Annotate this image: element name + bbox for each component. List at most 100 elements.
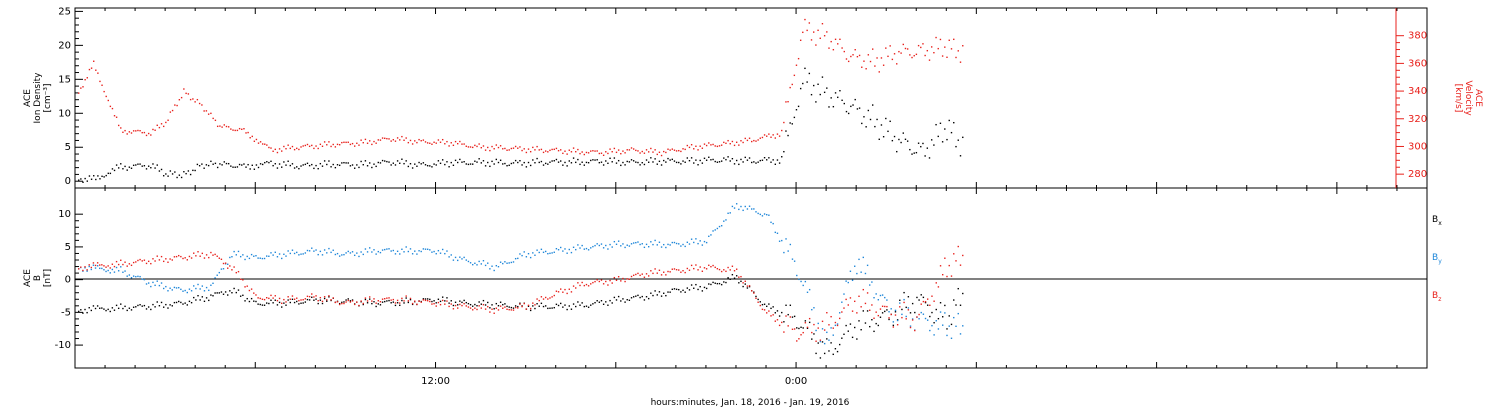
data-point — [572, 246, 575, 249]
data-point — [349, 143, 352, 146]
data-point — [162, 125, 165, 128]
data-point — [418, 250, 420, 252]
data-point — [851, 310, 854, 312]
data-point — [962, 292, 964, 295]
data-point — [472, 146, 474, 149]
data-point — [798, 278, 800, 281]
data-point — [725, 219, 727, 221]
data-point — [579, 304, 581, 306]
data-point — [701, 290, 704, 292]
data-point — [785, 238, 787, 240]
data-point — [512, 307, 515, 309]
data-point — [341, 302, 343, 305]
data-point — [937, 328, 940, 330]
data-point — [245, 166, 247, 168]
data-point — [362, 253, 364, 256]
data-point — [154, 167, 156, 169]
data-point — [695, 159, 697, 161]
data-point — [793, 260, 796, 262]
data-point — [243, 128, 245, 130]
data-point — [298, 148, 300, 151]
data-point — [214, 162, 217, 165]
data-point — [665, 161, 667, 163]
data-point — [632, 160, 635, 162]
data-point — [347, 250, 349, 253]
data-point — [484, 308, 487, 310]
legend-by-main: B — [1432, 253, 1438, 263]
data-point — [583, 164, 586, 166]
data-point — [411, 253, 414, 255]
data-point — [263, 304, 266, 306]
data-point — [143, 165, 146, 167]
data-point — [405, 295, 407, 297]
data-point — [832, 327, 834, 329]
data-point — [99, 178, 101, 180]
data-point — [508, 149, 510, 151]
data-point — [678, 288, 680, 291]
data-point — [444, 252, 446, 255]
data-point — [903, 301, 905, 304]
data-point — [512, 309, 515, 311]
data-point — [847, 304, 849, 306]
data-point — [862, 256, 864, 259]
data-point — [708, 264, 710, 267]
data-point — [858, 258, 860, 261]
data-point — [647, 275, 650, 277]
data-point — [345, 141, 347, 144]
data-point — [135, 130, 137, 132]
data-point — [772, 222, 774, 225]
data-point — [180, 288, 182, 291]
data-point — [566, 165, 568, 167]
data-point — [381, 159, 384, 162]
data-point — [476, 161, 478, 163]
data-point — [665, 246, 667, 249]
data-point — [214, 292, 216, 294]
data-point — [946, 56, 948, 59]
data-point — [259, 297, 261, 300]
data-point — [671, 268, 673, 270]
data-point — [203, 290, 206, 292]
data-point — [635, 161, 637, 163]
data-point — [189, 98, 192, 101]
data-point — [431, 166, 433, 168]
data-point — [562, 164, 564, 166]
data-point — [291, 295, 294, 297]
data-point — [815, 329, 817, 332]
data-point — [259, 141, 262, 143]
data-point — [776, 232, 779, 234]
data-point — [132, 275, 135, 277]
data-point — [231, 269, 233, 271]
data-point — [264, 161, 266, 164]
data-point — [465, 163, 467, 165]
data-point — [673, 149, 676, 151]
data-point — [926, 319, 929, 321]
data-point — [306, 143, 309, 146]
data-point — [214, 253, 216, 256]
data-point — [810, 39, 813, 41]
data-point — [570, 151, 573, 153]
data-point — [203, 257, 206, 259]
data-point — [416, 253, 418, 255]
data-point — [617, 240, 620, 242]
data-point — [572, 303, 575, 305]
data-point — [714, 266, 716, 269]
data-point — [396, 250, 399, 253]
data-point — [218, 292, 221, 294]
data-point — [611, 282, 613, 284]
data-point — [735, 141, 738, 143]
data-point — [845, 110, 848, 113]
data-point — [772, 306, 774, 308]
data-point — [401, 158, 403, 160]
data-point — [763, 303, 766, 305]
data-point — [865, 68, 867, 70]
data-point — [491, 265, 493, 267]
data-point — [742, 161, 744, 163]
data-point — [218, 271, 221, 274]
data-point — [306, 162, 309, 165]
data-point — [935, 308, 937, 311]
data-point — [699, 285, 701, 288]
data-point — [738, 208, 740, 211]
data-point — [141, 165, 143, 167]
data-point — [811, 338, 813, 340]
data-point — [609, 148, 611, 150]
